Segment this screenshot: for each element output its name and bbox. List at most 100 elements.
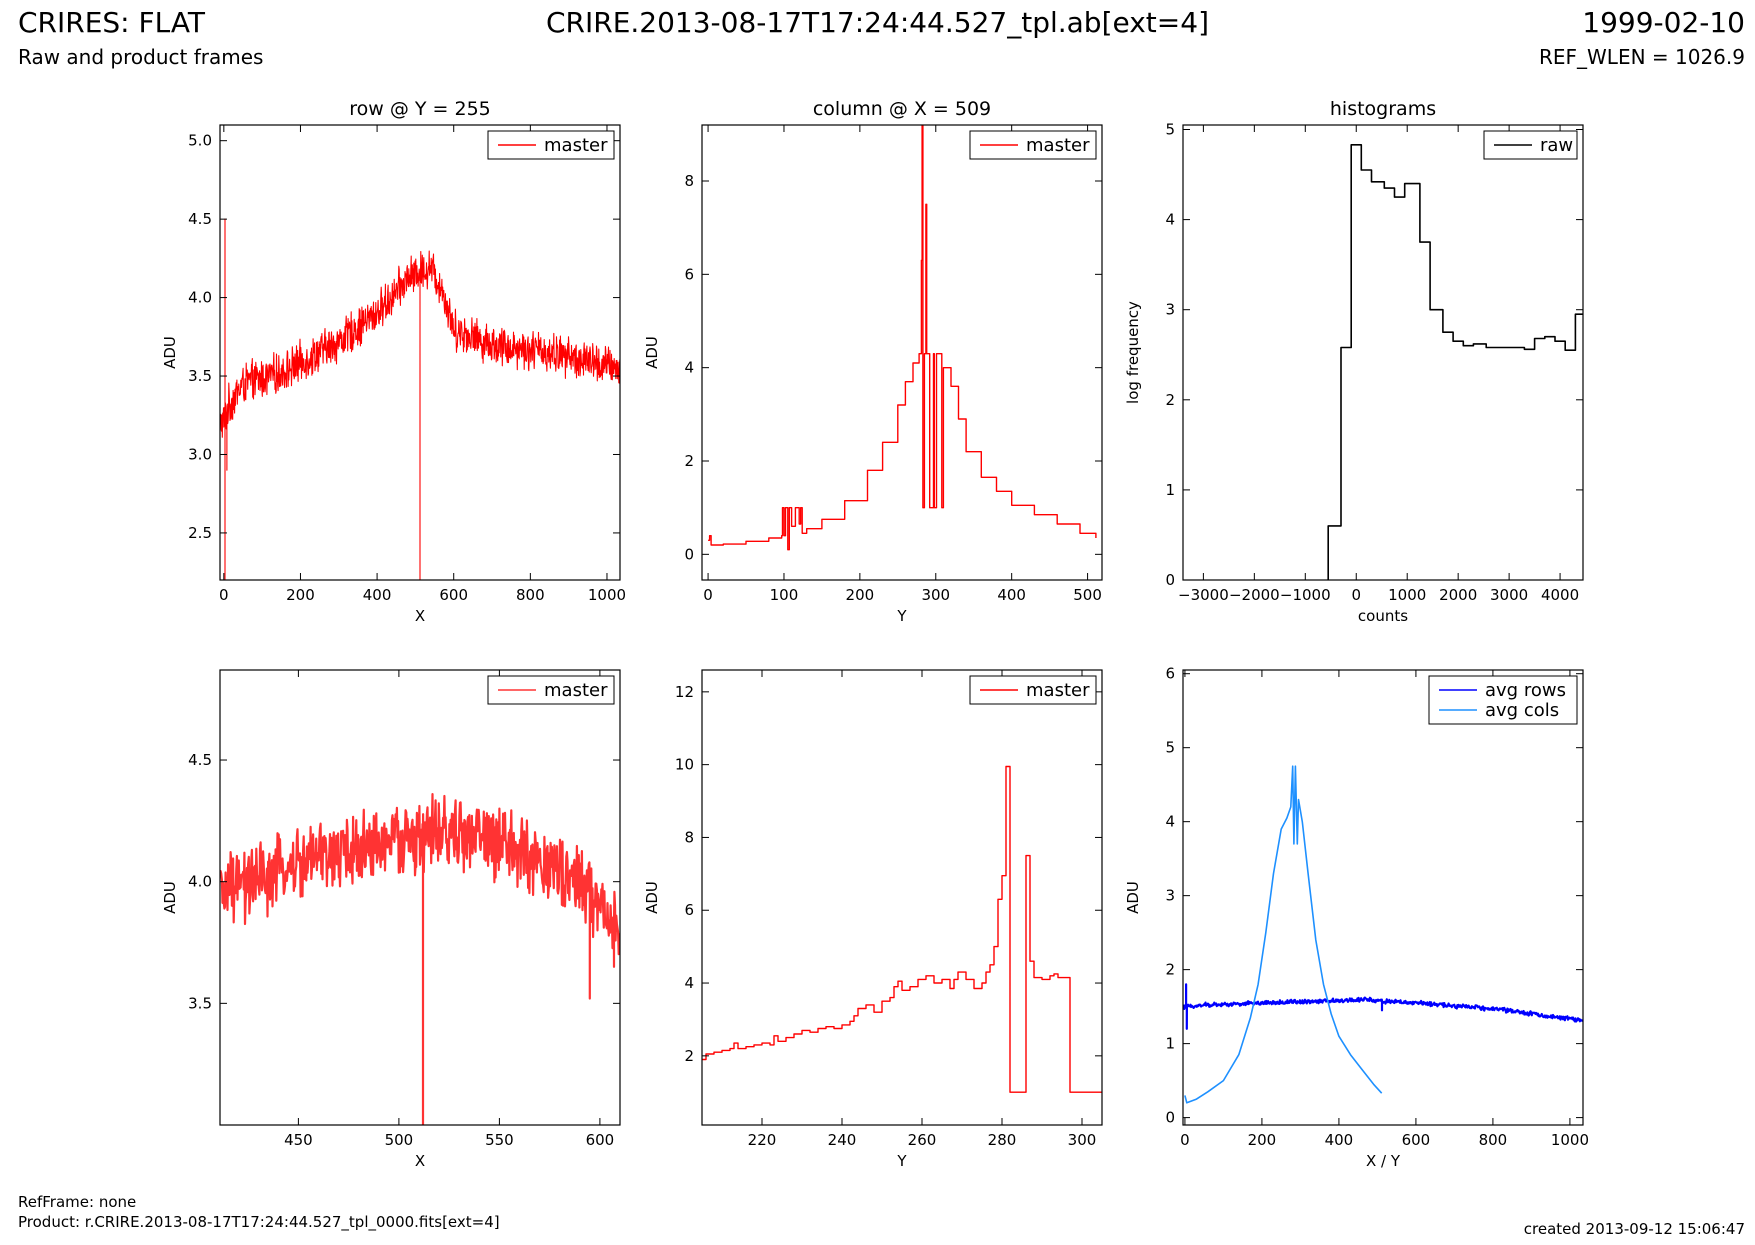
y-tick-label: 8	[684, 172, 694, 190]
plot-frame	[701, 669, 1103, 1126]
y-tick-label: 3.0	[188, 445, 212, 463]
legend-label: master	[544, 135, 608, 156]
x-tick-label: 550	[485, 1131, 514, 1149]
x-tick-label: 200	[846, 586, 875, 604]
x-tick-label: 500	[385, 1131, 414, 1149]
page-subtitle: Raw and product frames	[18, 45, 264, 69]
y-tick-label: 2	[684, 452, 694, 470]
x-tick-label: 400	[1325, 1131, 1354, 1149]
x-tick-label: 600	[586, 1131, 615, 1149]
y-tick-label: 5	[1165, 121, 1175, 139]
x-axis-label: Y	[896, 1152, 907, 1170]
chart-title: column @ X = 509	[813, 98, 991, 120]
chart-column-zoom: 220 240 260 280 300 2 4 6 8 10 12 Y ADU master	[643, 669, 1103, 1170]
x-tick-label: 450	[284, 1131, 313, 1149]
x-tick-label: 600	[439, 586, 468, 604]
x-tick-label: 0	[1351, 586, 1361, 604]
y-tick-label: 4	[684, 974, 694, 992]
series-line-raw	[1327, 144, 1583, 580]
y-axis-label: ADU	[643, 336, 661, 369]
x-axis-label: Y	[896, 607, 907, 625]
series-line-master	[702, 765, 1102, 1093]
legend-box	[1428, 675, 1578, 725]
x-axis-label: X / Y	[1366, 1152, 1401, 1170]
x-tick-label: −1000	[1280, 586, 1331, 604]
y-tick-label: 10	[675, 756, 694, 774]
refframe-label: RefFrame: none	[18, 1193, 137, 1211]
page-title: CRIRES: FLAT	[18, 6, 205, 39]
x-tick-label: 400	[997, 586, 1026, 604]
series-group	[220, 218, 620, 580]
y-axis-label: log frequency	[1124, 301, 1142, 404]
x-tick-label: −3000	[1178, 586, 1229, 604]
series-line-master	[220, 218, 620, 580]
series-group	[702, 765, 1102, 1093]
chart-row-zoom: 450 500 550 600 3.5 4.0 4.5 X ADU master	[161, 669, 621, 1170]
series-line-avg-rows	[1183, 983, 1583, 1030]
y-tick-label: 4	[1165, 211, 1175, 229]
legend-label: avg rows	[1485, 680, 1566, 701]
x-tick-label: 4000	[1541, 586, 1579, 604]
y-tick-label: 6	[684, 901, 694, 919]
series-line-master	[220, 793, 620, 1125]
y-axis-label: ADU	[161, 336, 179, 369]
x-tick-label: 200	[1248, 1131, 1277, 1149]
x-tick-label: 300	[1068, 1131, 1097, 1149]
x-tick-label: 220	[748, 1131, 777, 1149]
x-tick-label: 260	[908, 1131, 937, 1149]
y-tick-label: 4.5	[188, 751, 212, 769]
chart-title: row @ Y = 255	[349, 98, 491, 120]
product-label: Product: r.CRIRE.2013-08-17T17:24:44.527…	[18, 1213, 500, 1231]
x-tick-label: 240	[828, 1131, 857, 1149]
plot-frame	[1182, 669, 1584, 1126]
file-name: CRIRE.2013-08-17T17:24:44.527_tpl.ab[ext…	[545, 6, 1209, 39]
y-tick-label: 5.0	[188, 132, 212, 150]
x-tick-label: 1000	[588, 586, 626, 604]
x-tick-label: 0	[219, 586, 229, 604]
chart-histograms: −3000 −2000 −1000 0 1000 2000 3000 4000 0 1 2 3 4 5 hi…	[1124, 98, 1584, 625]
x-axis-label: X	[415, 607, 425, 625]
y-tick-label: 0	[684, 545, 694, 563]
x-tick-label: 400	[363, 586, 392, 604]
x-axis-label: X	[415, 1152, 425, 1170]
x-tick-label: 0	[703, 586, 713, 604]
x-tick-label: 2000	[1439, 586, 1477, 604]
x-tick-label: 300	[921, 586, 950, 604]
y-tick-label: 1	[1165, 481, 1175, 499]
x-tick-label: 500	[1073, 586, 1102, 604]
y-tick-label: 2.5	[188, 524, 212, 542]
x-axis-label: counts	[1358, 607, 1408, 625]
y-tick-label: 3.5	[188, 994, 212, 1012]
series-group	[1183, 765, 1583, 1104]
x-tick-label: 0	[1180, 1131, 1190, 1149]
y-axis-label: ADU	[643, 881, 661, 914]
ref-wlen-label: REF_WLEN = 1026.9	[1538, 45, 1745, 69]
date-label: 1999-02-10	[1582, 6, 1745, 39]
x-tick-label: 100	[770, 586, 799, 604]
plot-frame	[701, 124, 1103, 581]
series-line-master	[708, 125, 1097, 551]
y-tick-label: 2	[1165, 961, 1175, 979]
y-tick-label: 4.0	[188, 873, 212, 891]
legend-label: master	[544, 680, 608, 701]
x-tick-label: 800	[516, 586, 545, 604]
legend-label: avg cols	[1485, 700, 1559, 721]
chart-title: histograms	[1330, 98, 1436, 120]
x-tick-label: 200	[286, 586, 315, 604]
y-tick-label: 0	[1165, 571, 1175, 589]
plot-frame	[219, 669, 621, 1126]
legend-label: raw	[1540, 135, 1573, 156]
chart-column: 0 100 200 300 400 500 0 2 4 6 8 column @ X = 509 Y AD…	[643, 98, 1103, 625]
plot-frame	[1182, 124, 1584, 581]
x-tick-label: 3000	[1490, 586, 1528, 604]
series-group	[220, 793, 620, 1125]
series-group	[708, 125, 1097, 551]
y-tick-label: 2	[684, 1047, 694, 1065]
x-tick-label: 800	[1479, 1131, 1508, 1149]
created-label: created 2013-09-12 15:06:47	[1523, 1220, 1745, 1238]
y-tick-label: 1	[1165, 1035, 1175, 1053]
y-tick-label: 4.0	[188, 289, 212, 307]
y-axis-label: ADU	[161, 881, 179, 914]
legend-label: master	[1026, 680, 1090, 701]
y-tick-label: 3	[1165, 887, 1175, 905]
